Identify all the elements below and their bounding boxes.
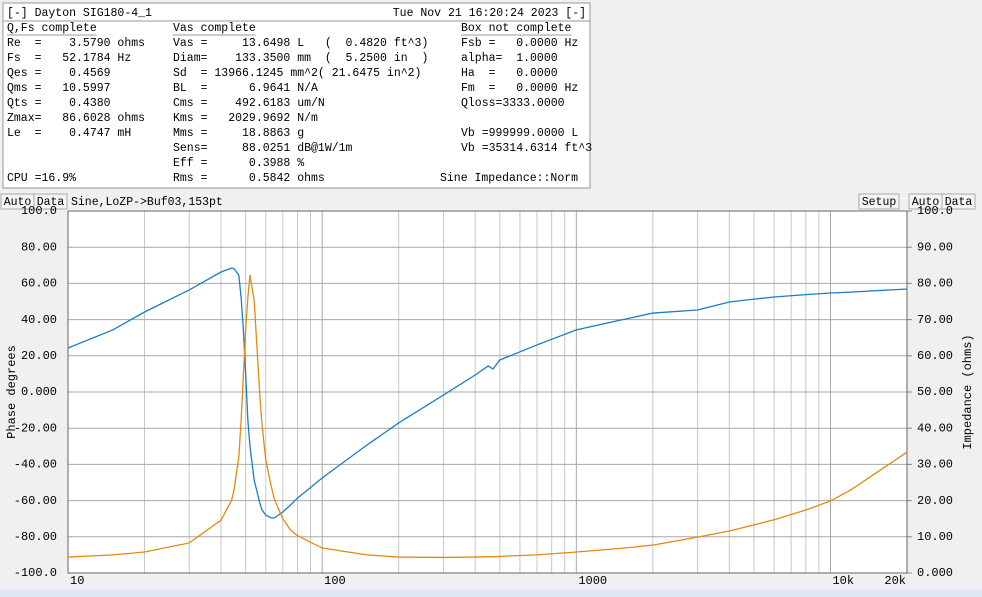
x-tick-label: 10	[70, 574, 84, 588]
toolbar-label: Sine,LoZP->Buf03,153pt	[71, 196, 223, 209]
parameter: Eff = 0.3988 %	[173, 157, 304, 170]
y2-tick-label: 40.00	[917, 421, 953, 435]
y2-tick-label: 70.00	[917, 313, 953, 327]
parameter: Vb =35314.6314 ft^3	[461, 142, 592, 155]
x-tick-label: 1000	[578, 574, 607, 588]
button-label[interactable]: Auto	[912, 196, 940, 209]
y-tick-label: 20.00	[21, 349, 57, 363]
y2-tick-label: 20.00	[917, 494, 953, 508]
y-tick-label: 40.00	[21, 313, 57, 327]
parameter: Re = 3.5790 ohms	[7, 37, 145, 50]
y2-tick-label: 80.00	[917, 277, 953, 291]
parameter-panel	[2, 2, 591, 189]
button-label[interactable]: Auto	[4, 196, 32, 209]
parameter: Qts = 0.4380	[7, 97, 111, 110]
parameter: alpha= 1.0000	[461, 52, 558, 65]
parameter: Zmax= 86.6028 ohms	[7, 112, 145, 125]
parameter: Mms = 18.8863 g	[173, 127, 304, 140]
y2-tick-label: 50.00	[917, 385, 953, 399]
parameter: BL = 6.9641 N/A	[173, 82, 318, 95]
parameter: Fsb = 0.0000 Hz	[461, 37, 578, 50]
column-heading: Q,Fs complete	[7, 22, 97, 35]
parameter: Diam= 133.3500 mm ( 5.2500 in )	[173, 52, 428, 65]
parameter: Qms = 10.5997	[7, 82, 111, 95]
series-line	[67, 274, 908, 559]
status-strip	[0, 589, 982, 597]
button-label[interactable]: Data	[945, 196, 973, 209]
y-tick-label: -20.00	[14, 421, 57, 435]
y2-axis-label: Impedance (ohms)	[961, 334, 975, 449]
parameter: Vas = 13.6498 L ( 0.4820 ft^3)	[173, 37, 428, 50]
y-tick-label: -60.00	[14, 494, 57, 508]
mode-label: Sine Impedance::Norm	[440, 172, 578, 185]
parameter: Le = 0.4747 mH	[7, 127, 131, 140]
y-tick-label: 60.00	[21, 277, 57, 291]
toolbar	[0, 193, 982, 210]
cpu-usage: CPU =16.9%	[7, 172, 76, 185]
series-line	[67, 267, 908, 519]
y2-tick-label: 0.000	[917, 566, 953, 580]
column-heading: Box not complete	[461, 22, 572, 35]
y-tick-label: 100.0	[21, 204, 57, 218]
panel-title: [-] Dayton SIG180-4_1	[7, 7, 152, 20]
toolbar-button[interactable]	[33, 193, 68, 210]
parameter: Sens= 88.0251 dB@1W/1m	[173, 142, 353, 155]
y2-tick-label: 100.0	[917, 204, 953, 218]
parameter: Cms = 492.6183 um/N	[173, 97, 325, 110]
toolbar-button[interactable]	[858, 193, 900, 210]
parameter: Fm = 0.0000 Hz	[461, 82, 578, 95]
x-tick-label: 10k	[832, 574, 854, 588]
parameter: Vb =999999.0000 L	[461, 127, 578, 140]
toolbar-button[interactable]	[941, 193, 976, 210]
parameter: Qloss=3333.0000	[461, 97, 565, 110]
y2-tick-label: 30.00	[917, 458, 953, 472]
parameter: Qes = 0.4569	[7, 67, 111, 80]
y2-tick-label: 90.00	[917, 240, 953, 254]
parameter: Kms = 2029.9692 N/m	[173, 112, 318, 125]
y-tick-label: 0.000	[21, 385, 57, 399]
x-tick-label: 20k	[884, 574, 906, 588]
column-heading: Vas complete	[173, 22, 256, 35]
plot-frame	[67, 210, 908, 574]
button-label[interactable]: Data	[37, 196, 65, 209]
y-tick-label: -100.0	[14, 566, 57, 580]
button-label[interactable]: Setup	[862, 196, 897, 209]
y-tick-label: -40.00	[14, 458, 57, 472]
y-tick-label: 80.00	[21, 240, 57, 254]
y-axis-label: Phase degrees	[5, 345, 19, 439]
y2-tick-label: 10.00	[917, 530, 953, 544]
y-tick-label: -80.00	[14, 530, 57, 544]
y2-tick-label: 60.00	[917, 349, 953, 363]
x-tick-label: 100	[324, 574, 346, 588]
parameter: Sd = 13966.1245 mm^2( 21.6475 in^2)	[173, 67, 421, 80]
parameter: Rms = 0.5842 ohms	[173, 172, 325, 185]
parameter: Ha = 0.0000	[461, 67, 558, 80]
timestamp: Tue Nov 21 16:20:24 2023 [-]	[393, 7, 586, 20]
parameter: Fs = 52.1784 Hz	[7, 52, 131, 65]
